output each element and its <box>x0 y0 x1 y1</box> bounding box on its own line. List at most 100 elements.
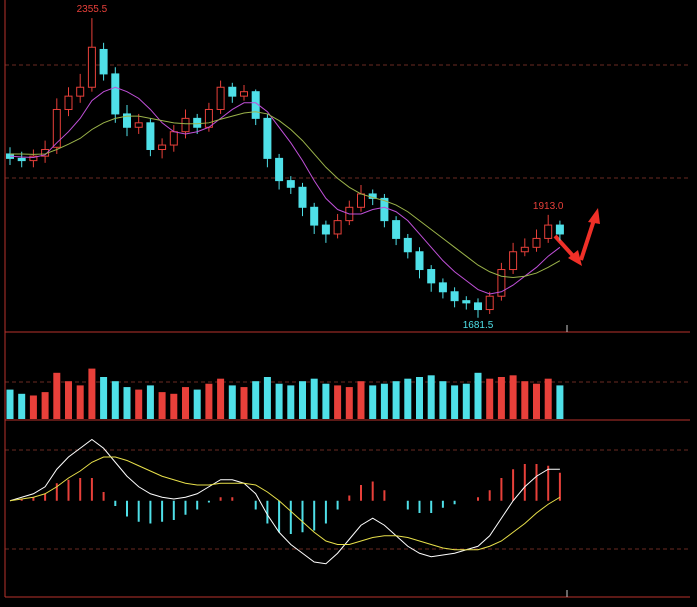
candle-body <box>123 113 131 128</box>
volume-bar <box>299 381 306 419</box>
moving-average <box>9 86 561 295</box>
volume-bar <box>509 375 517 419</box>
candle-body <box>555 224 564 235</box>
arrow-head <box>588 208 600 224</box>
volume-bar <box>439 381 447 419</box>
candle-body <box>111 73 120 115</box>
volume-bar <box>334 385 342 419</box>
candle-body <box>17 157 26 162</box>
volume-bar <box>486 378 494 419</box>
volume-bar <box>100 377 108 419</box>
volume-bar <box>544 378 552 419</box>
volume-bar <box>521 381 529 419</box>
candle-body <box>392 220 401 239</box>
candle-body <box>204 108 213 128</box>
volume-bar <box>556 385 564 419</box>
volume-bar <box>228 385 236 419</box>
macd-line <box>9 456 561 551</box>
candle-body <box>181 117 190 133</box>
volume-bar <box>533 383 540 419</box>
volume-bar <box>392 381 400 419</box>
volume-bar <box>6 389 14 419</box>
volume-bar <box>263 377 271 419</box>
candle-body <box>380 197 389 222</box>
volume-bar <box>252 381 260 419</box>
candle-body <box>169 131 178 146</box>
candle-body <box>427 269 436 284</box>
volume-bar <box>275 383 283 419</box>
candle-body <box>415 251 424 271</box>
candle-body <box>275 157 284 182</box>
candle-body <box>462 300 471 304</box>
candle-body <box>544 224 553 239</box>
candle-body <box>310 206 319 226</box>
candle-body <box>52 108 61 148</box>
candle-body <box>286 180 295 188</box>
arrow-head <box>568 250 582 266</box>
candle-body <box>240 91 248 97</box>
candle-body <box>403 237 412 253</box>
volume-bar <box>123 387 131 419</box>
volume-bar <box>462 383 470 419</box>
volume-bar <box>158 392 166 419</box>
candle-body <box>474 302 482 311</box>
candle-body <box>497 269 506 297</box>
price-annotation: 1913.0 <box>533 201 564 212</box>
candle-body <box>158 144 167 150</box>
candle-body <box>298 186 307 208</box>
candle-body <box>64 95 73 110</box>
volume-bar <box>322 383 330 419</box>
macd-line <box>9 438 560 565</box>
volume-bar <box>404 378 412 419</box>
volume-bar <box>357 381 365 419</box>
volume-bar <box>287 385 295 419</box>
volume-bar <box>146 385 154 419</box>
price-annotation: 1681.5 <box>463 320 494 331</box>
volume-bar <box>451 385 459 419</box>
candle-body <box>321 224 330 235</box>
candle-body <box>509 251 518 271</box>
candle-body <box>485 295 494 311</box>
volume-bar <box>135 389 143 419</box>
candle-body <box>193 117 202 128</box>
volume-bar <box>29 395 37 419</box>
volume-bar <box>369 385 377 419</box>
candle-body <box>228 86 237 97</box>
volume-bar <box>41 392 49 419</box>
candle-body <box>29 155 38 162</box>
candle-body <box>520 246 529 253</box>
candle-body <box>99 48 108 75</box>
volume-bar <box>497 377 505 419</box>
volume-bar <box>193 389 201 419</box>
candle-body <box>216 86 225 110</box>
arrow-down <box>553 234 577 260</box>
volume-bar <box>240 387 248 419</box>
candle-body <box>134 122 143 128</box>
volume-bar <box>65 381 72 419</box>
candle-body <box>76 86 85 97</box>
moving-average <box>10 111 561 279</box>
arrow-up <box>579 219 596 261</box>
volume-bar <box>380 383 388 419</box>
volume-bar <box>88 368 96 419</box>
volume-bar <box>170 393 178 419</box>
price-annotation: 2355.5 <box>77 4 108 15</box>
volume-bar <box>416 377 423 419</box>
volume-bar <box>53 372 61 419</box>
volume-bar <box>310 378 318 419</box>
volume-bar <box>205 383 213 419</box>
candle-body <box>357 193 365 208</box>
candle-body <box>87 46 96 88</box>
volume-bar <box>345 387 353 419</box>
arrows <box>553 208 600 266</box>
candle-body <box>438 282 447 293</box>
candle-body <box>450 291 459 302</box>
volume-bar <box>474 372 482 419</box>
candle-body <box>532 237 541 248</box>
volume-bar <box>182 387 189 419</box>
candle-body <box>263 117 272 159</box>
volume-bar <box>111 381 119 419</box>
candle-body <box>146 122 155 150</box>
volume-bar <box>18 393 26 419</box>
